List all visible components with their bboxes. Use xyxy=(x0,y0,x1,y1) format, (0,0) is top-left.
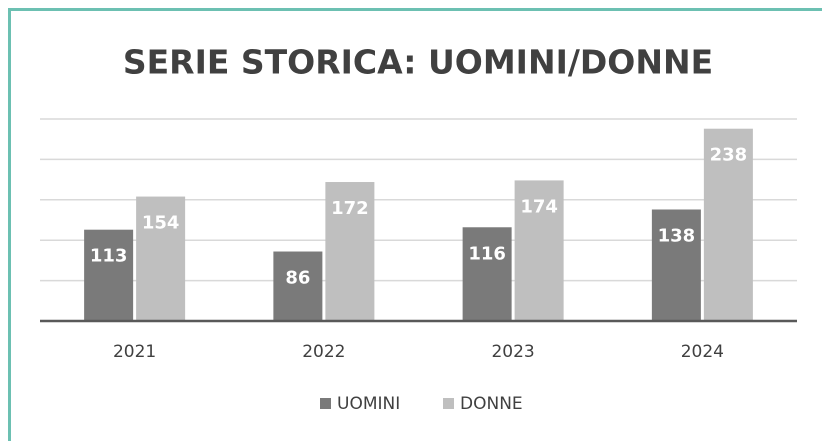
x-tick-label: 2024 xyxy=(681,342,724,362)
frame-top xyxy=(8,8,822,11)
chart-title: SERIE STORICA: UOMINI/DONNE xyxy=(123,43,713,82)
legend-swatch xyxy=(443,398,454,409)
data-label: 116 xyxy=(468,243,506,264)
x-tick-label: 2022 xyxy=(302,342,345,362)
data-label: 238 xyxy=(710,145,748,166)
legend-swatch xyxy=(320,398,331,409)
data-label: 86 xyxy=(285,268,310,289)
data-label: 172 xyxy=(331,198,369,219)
bar xyxy=(514,180,564,321)
bar xyxy=(273,251,323,321)
bar xyxy=(462,227,512,321)
x-tick-label: 2023 xyxy=(491,342,534,362)
bar xyxy=(136,196,186,321)
data-label: 113 xyxy=(90,246,128,267)
data-label: 138 xyxy=(658,225,696,246)
legend-label: DONNE xyxy=(460,394,523,414)
bar xyxy=(84,229,134,321)
data-label: 174 xyxy=(520,196,558,217)
data-label: 154 xyxy=(142,213,180,234)
legend-label: UOMINI xyxy=(337,394,400,414)
bar xyxy=(703,128,753,321)
bar xyxy=(651,209,701,321)
bar xyxy=(325,182,375,321)
frame-left xyxy=(8,8,11,441)
x-tick-label: 2021 xyxy=(113,342,156,362)
